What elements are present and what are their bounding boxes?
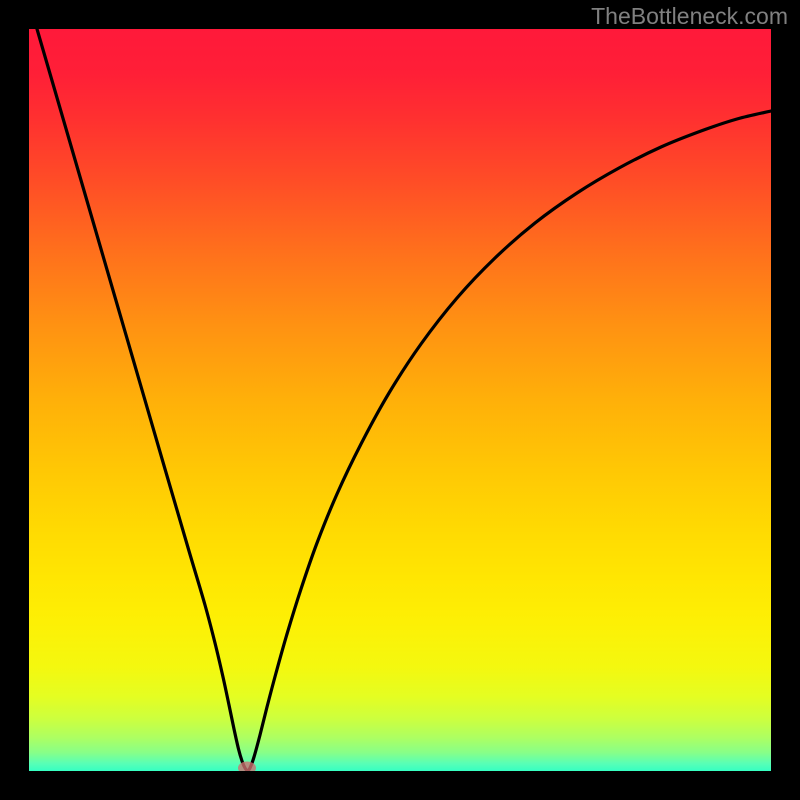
- plot-background: [29, 29, 771, 771]
- watermark-text: TheBottleneck.com: [591, 3, 788, 30]
- chart-frame: TheBottleneck.com: [0, 0, 800, 800]
- plot-area: [29, 29, 771, 771]
